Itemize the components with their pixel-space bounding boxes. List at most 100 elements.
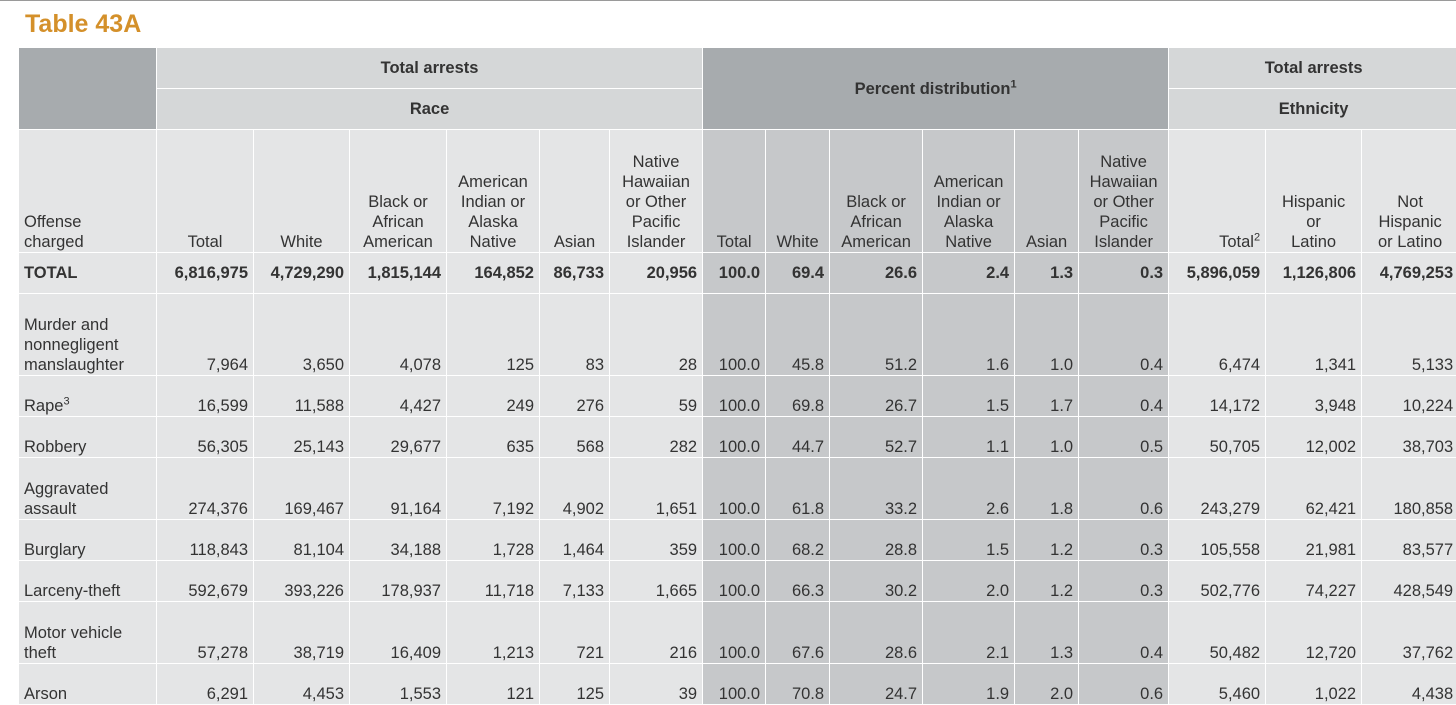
percent-cell: 0.6 <box>1079 664 1170 705</box>
offense-cell: TOTAL <box>19 253 157 294</box>
offense-cell: Murder and nonnegligent manslaughter <box>19 294 157 376</box>
ethnicity-count-cell: 5,896,059 <box>1169 253 1267 294</box>
col-header-american-indian: American Indian or Alaska Native <box>447 130 540 253</box>
col-header-eth-total: Total2 <box>1169 130 1267 253</box>
percent-cell: 0.6 <box>1079 458 1170 520</box>
race-count-cell: 274,376 <box>157 458 254 520</box>
race-count-cell: 169,467 <box>254 458 350 520</box>
col-header-native-hawaiian: Native Hawaiian or Other Pacific Islander <box>610 130 704 253</box>
race-count-cell: 1,464 <box>540 520 610 561</box>
race-count-cell: 11,588 <box>254 376 350 417</box>
table-row: Burglary 118,843 81,104 34,188 1,728 1,464 359… <box>19 520 1456 561</box>
percent-cell: 1.8 <box>1015 458 1080 520</box>
percent-cell: 1.7 <box>1015 376 1080 417</box>
percent-cell: 0.4 <box>1079 376 1170 417</box>
race-count-cell: 276 <box>540 376 610 417</box>
race-count-cell: 7,964 <box>157 294 254 376</box>
group-header-percent-distribution: Percent distribution1 <box>703 48 1170 130</box>
percent-cell: 1.3 <box>1015 602 1080 664</box>
race-count-cell: 83 <box>540 294 610 376</box>
table-row: Larceny-theft 592,679 393,226 178,937 11,718… <box>19 561 1456 602</box>
table-row-total: TOTAL 6,816,975 4,729,290 1,815,144 164,852 8… <box>19 253 1456 294</box>
table-row: Robbery 56,305 25,143 29,677 635 568 282 100.0 4… <box>19 417 1456 458</box>
ethnicity-count-cell: 10,224 <box>1362 376 1456 417</box>
race-count-cell: 249 <box>447 376 540 417</box>
percent-cell: 1.0 <box>1015 417 1080 458</box>
ethnicity-count-cell: 21,981 <box>1266 520 1363 561</box>
percent-cell: 51.2 <box>830 294 924 376</box>
percent-cell: 0.5 <box>1079 417 1170 458</box>
race-count-cell: 635 <box>447 417 540 458</box>
ethnicity-count-cell: 105,558 <box>1169 520 1267 561</box>
offense-cell: Burglary <box>19 520 157 561</box>
ethnicity-count-cell: 180,858 <box>1362 458 1456 520</box>
col-header-pct-total: Total <box>703 130 767 253</box>
ethnicity-count-cell: 12,002 <box>1266 417 1363 458</box>
ethnicity-count-cell: 1,126,806 <box>1266 253 1363 294</box>
ethnicity-count-cell: 38,703 <box>1362 417 1456 458</box>
col-header-pct-native-hawaiian: Native Hawaiian or Other Pacific Islander <box>1079 130 1170 253</box>
race-count-cell: 4,729,290 <box>254 253 350 294</box>
race-count-cell: 216 <box>610 602 704 664</box>
col-header-hispanic: Hispanic or Latino <box>1266 130 1363 253</box>
percent-cell: 2.1 <box>923 602 1016 664</box>
race-count-cell: 29,677 <box>350 417 447 458</box>
percent-cell: 30.2 <box>830 561 924 602</box>
ethnicity-count-cell: 37,762 <box>1362 602 1456 664</box>
offense-cell: Motor vehicle theft <box>19 602 157 664</box>
race-count-cell: 1,651 <box>610 458 704 520</box>
race-count-cell: 59 <box>610 376 704 417</box>
race-count-cell: 16,599 <box>157 376 254 417</box>
percent-cell: 100.0 <box>703 294 767 376</box>
table-body: TOTAL 6,816,975 4,729,290 1,815,144 164,852 8… <box>19 253 1456 705</box>
col-header-not-hispanic: Not Hispanic or Latino <box>1362 130 1456 253</box>
percent-cell: 67.6 <box>766 602 831 664</box>
group-header-ethnicity: Ethnicity <box>1169 89 1456 130</box>
ethnicity-count-cell: 3,948 <box>1266 376 1363 417</box>
percent-cell: 1.2 <box>1015 561 1080 602</box>
ethnicity-count-cell: 4,769,253 <box>1362 253 1456 294</box>
table-row: Rape3 16,599 11,588 4,427 249 276 59 100.0 69.8 2… <box>19 376 1456 417</box>
ethnicity-count-cell: 5,133 <box>1362 294 1456 376</box>
ethnicity-count-cell: 83,577 <box>1362 520 1456 561</box>
col-header-black: Black or African American <box>350 130 447 253</box>
percent-cell: 100.0 <box>703 458 767 520</box>
percent-cell: 0.3 <box>1079 520 1170 561</box>
percent-cell: 1.0 <box>1015 294 1080 376</box>
race-count-cell: 56,305 <box>157 417 254 458</box>
race-count-cell: 164,852 <box>447 253 540 294</box>
ethnicity-count-cell: 6,474 <box>1169 294 1267 376</box>
arrests-table: Total arrests Percent distribution1 Tota… <box>19 48 1456 705</box>
race-count-cell: 57,278 <box>157 602 254 664</box>
race-count-cell: 28 <box>610 294 704 376</box>
percent-cell: 24.7 <box>830 664 924 705</box>
percent-cell: 52.7 <box>830 417 924 458</box>
percent-cell: 100.0 <box>703 561 767 602</box>
race-count-cell: 86,733 <box>540 253 610 294</box>
percent-cell: 100.0 <box>703 520 767 561</box>
race-count-cell: 3,650 <box>254 294 350 376</box>
race-count-cell: 282 <box>610 417 704 458</box>
race-count-cell: 34,188 <box>350 520 447 561</box>
race-count-cell: 20,956 <box>610 253 704 294</box>
percent-cell: 69.4 <box>766 253 831 294</box>
percent-cell: 1.5 <box>923 520 1016 561</box>
col-header-offense: Offense charged <box>19 130 157 253</box>
percent-cell: 44.7 <box>766 417 831 458</box>
header-corner <box>19 48 157 130</box>
col-header-pct-american-indian: American Indian or Alaska Native <box>923 130 1016 253</box>
ethnicity-count-cell: 428,549 <box>1362 561 1456 602</box>
ethnicity-count-cell: 1,022 <box>1266 664 1363 705</box>
race-count-cell: 11,718 <box>447 561 540 602</box>
race-count-cell: 4,902 <box>540 458 610 520</box>
percent-cell: 1.3 <box>1015 253 1080 294</box>
percent-cell: 100.0 <box>703 417 767 458</box>
percent-cell: 100.0 <box>703 602 767 664</box>
race-count-cell: 1,815,144 <box>350 253 447 294</box>
percent-cell: 28.6 <box>830 602 924 664</box>
percent-cell: 1.6 <box>923 294 1016 376</box>
race-count-cell: 568 <box>540 417 610 458</box>
race-count-cell: 7,192 <box>447 458 540 520</box>
race-count-cell: 125 <box>447 294 540 376</box>
table-row: Motor vehicle theft 57,278 38,719 16,409 1,21… <box>19 602 1456 664</box>
